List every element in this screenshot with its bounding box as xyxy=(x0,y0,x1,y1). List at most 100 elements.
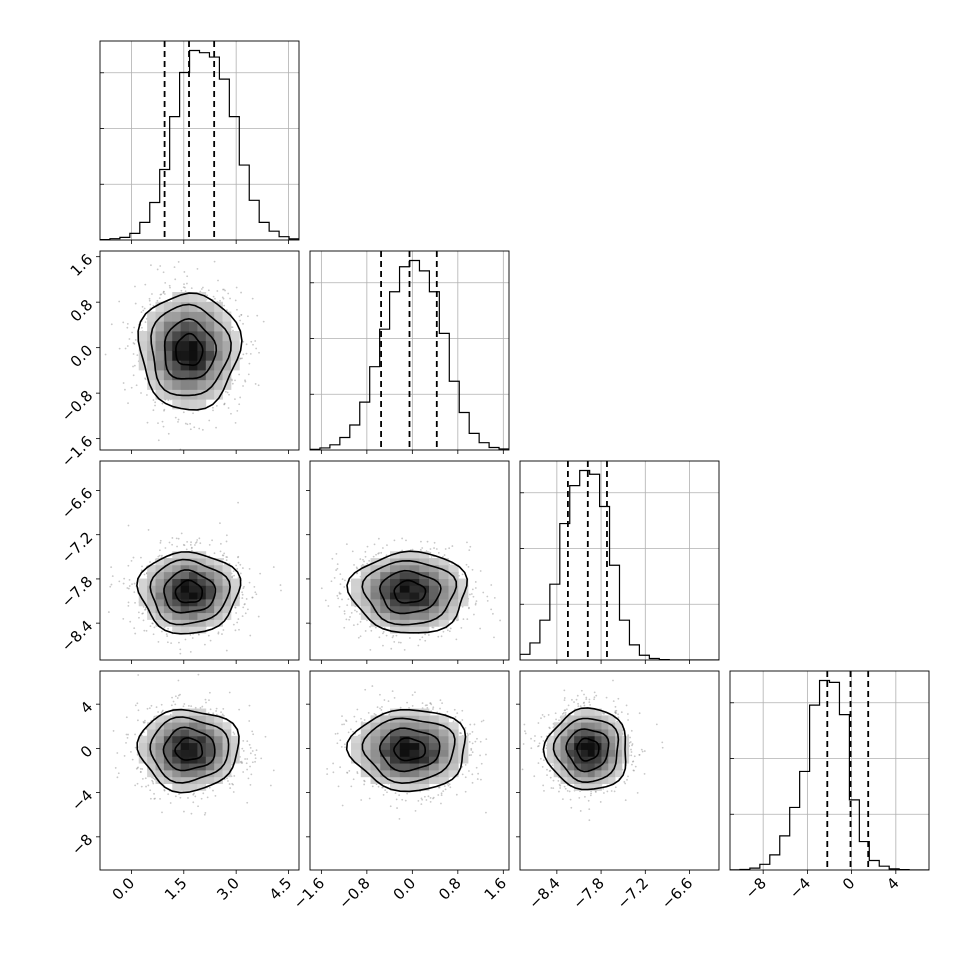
density-cell xyxy=(155,592,165,600)
sample-point xyxy=(136,719,139,722)
sample-point xyxy=(176,545,178,548)
density-cell xyxy=(205,321,215,332)
sample-point xyxy=(449,627,452,630)
density-cell xyxy=(214,321,223,332)
density-cell xyxy=(390,722,401,730)
sample-point xyxy=(524,732,527,735)
density-cell xyxy=(230,350,240,361)
sample-point xyxy=(252,733,255,736)
sample-point xyxy=(202,286,204,289)
sample-point xyxy=(160,711,163,714)
sample-point xyxy=(612,679,614,682)
sample-point xyxy=(196,267,199,270)
sample-point xyxy=(341,723,344,726)
sample-point xyxy=(137,611,140,614)
density-cell xyxy=(205,369,215,381)
sample-point xyxy=(464,790,467,793)
y-tick-label: 1.6 xyxy=(67,250,97,280)
density-cell xyxy=(580,708,589,716)
sample-point xyxy=(184,290,187,293)
sample-point xyxy=(110,323,113,326)
sample-point xyxy=(617,716,620,719)
sample-point xyxy=(584,795,586,798)
density-cell xyxy=(163,321,173,332)
sample-point xyxy=(227,292,230,295)
sample-point xyxy=(159,539,162,542)
sample-point xyxy=(136,782,139,785)
histogram-step-0 xyxy=(100,49,299,240)
sample-point xyxy=(245,352,248,355)
density-cell xyxy=(399,626,410,634)
density-cell xyxy=(380,742,391,750)
sample-point xyxy=(551,764,554,766)
density-cell xyxy=(438,715,449,723)
sample-point xyxy=(356,772,359,775)
histogram-panel xyxy=(100,41,299,240)
sample-point xyxy=(468,770,470,772)
density-cell xyxy=(230,578,240,586)
density-cell xyxy=(574,783,582,791)
sample-point xyxy=(523,723,526,726)
sample-point xyxy=(279,584,282,586)
density-cell xyxy=(147,742,156,750)
sample-point xyxy=(124,347,127,350)
sample-point xyxy=(169,286,171,289)
density-cell xyxy=(574,708,582,716)
density-cell xyxy=(147,311,156,322)
density-cell xyxy=(380,592,391,600)
sample-point xyxy=(206,796,209,799)
density-cell xyxy=(180,564,190,573)
density-cell xyxy=(189,301,198,312)
sample-point xyxy=(633,755,636,758)
sample-point xyxy=(443,554,446,556)
sample-point xyxy=(471,773,474,776)
density-cell xyxy=(214,585,223,593)
sample-point xyxy=(129,620,132,623)
sample-point xyxy=(396,807,398,809)
sample-point xyxy=(485,738,488,741)
density-cell xyxy=(155,599,165,607)
density-cell xyxy=(399,592,410,600)
sample-point xyxy=(150,704,153,707)
density-cell xyxy=(428,756,440,764)
sample-point xyxy=(377,552,380,555)
density-cell xyxy=(205,735,215,744)
y-tick-label: 0.0 xyxy=(67,341,97,371)
density-cell xyxy=(163,585,173,593)
density-cell xyxy=(197,612,207,620)
sample-point xyxy=(161,630,163,633)
sample-point xyxy=(451,545,454,547)
sample-point xyxy=(461,605,464,608)
sample-point xyxy=(341,715,343,717)
density-cell xyxy=(205,763,215,771)
sample-point xyxy=(190,812,193,815)
sample-point xyxy=(208,699,210,702)
sample-point xyxy=(444,788,447,791)
density-cell xyxy=(390,619,401,627)
sample-point xyxy=(220,711,222,714)
density-cell xyxy=(560,742,568,750)
sample-point xyxy=(344,579,346,582)
x-tick-label: −8 xyxy=(742,874,770,902)
sample-point xyxy=(389,805,392,808)
sample-point xyxy=(538,742,541,745)
sample-point xyxy=(331,557,334,560)
density-cell xyxy=(147,599,156,607)
density-cell xyxy=(428,769,440,778)
sample-point xyxy=(370,629,373,632)
sample-point xyxy=(631,760,634,763)
density-cell xyxy=(360,729,371,737)
sample-point xyxy=(159,293,162,296)
density-cell xyxy=(438,612,449,620)
x-tick-label: 0.0 xyxy=(390,874,420,904)
density-cell xyxy=(390,626,401,634)
sample-point xyxy=(395,798,398,801)
sample-point xyxy=(193,426,196,429)
density-cell xyxy=(399,735,410,744)
sample-point xyxy=(242,340,245,343)
density-cell xyxy=(180,292,190,303)
density-cell xyxy=(197,708,207,716)
density-cell xyxy=(197,776,207,785)
density-cell xyxy=(189,749,198,757)
density-cell xyxy=(594,715,602,723)
